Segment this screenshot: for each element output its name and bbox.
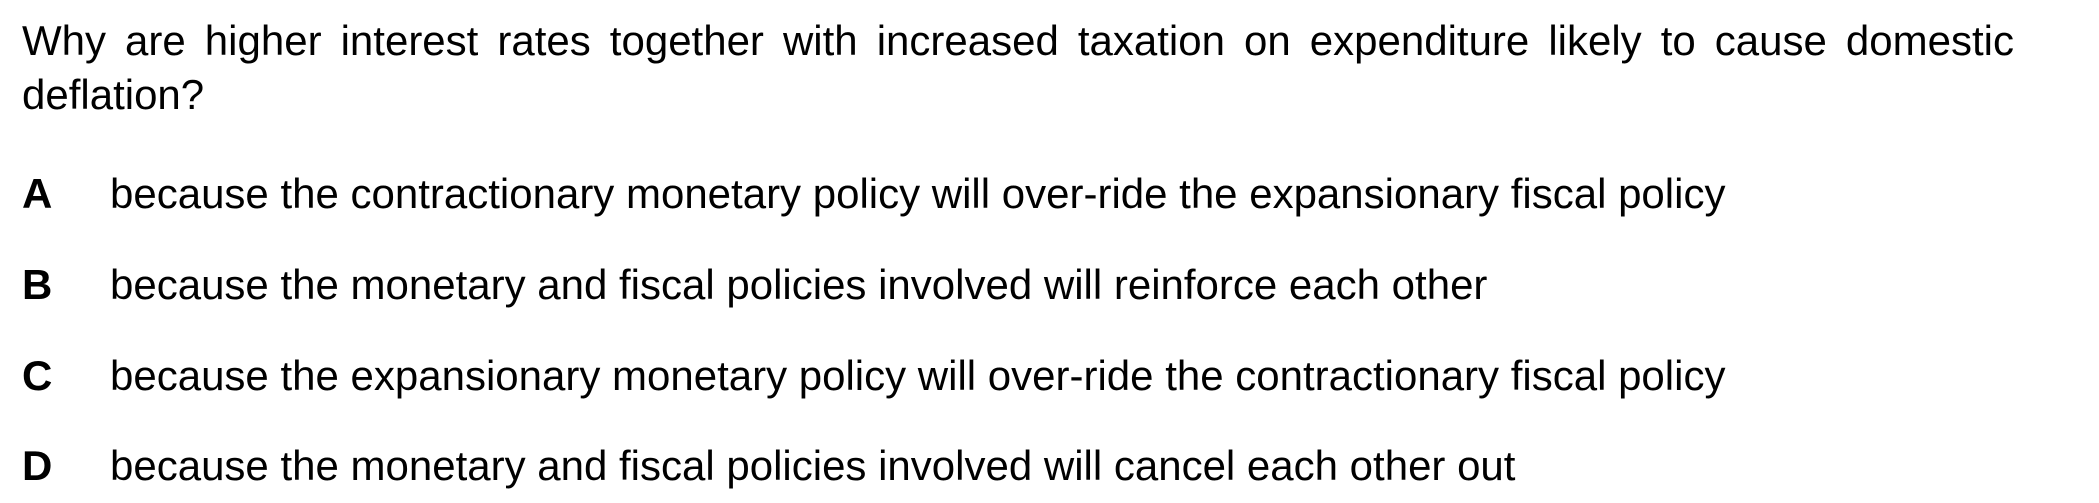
option-text: because the expansionary monetary policy…: [110, 352, 1726, 399]
option-letter: B: [22, 261, 53, 308]
answer-option-b[interactable]: B because the monetary and fiscal polici…: [22, 255, 1487, 315]
answer-option-c[interactable]: C because the expansionary monetary poli…: [22, 346, 1725, 406]
answer-option-a[interactable]: A because the contractionary monetary po…: [22, 164, 1725, 224]
option-letter: C: [22, 352, 53, 399]
option-text: because the monetary and fiscal policies…: [110, 261, 1488, 308]
option-letter: A: [22, 170, 53, 217]
option-text: because the monetary and fiscal policies…: [110, 442, 1516, 489]
option-text: because the contractionary monetary poli…: [110, 170, 1726, 217]
answer-option-d[interactable]: D because the monetary and fiscal polici…: [22, 436, 1515, 496]
option-letter: D: [22, 442, 53, 489]
question-text: Why are higher interest rates together w…: [22, 17, 2014, 118]
